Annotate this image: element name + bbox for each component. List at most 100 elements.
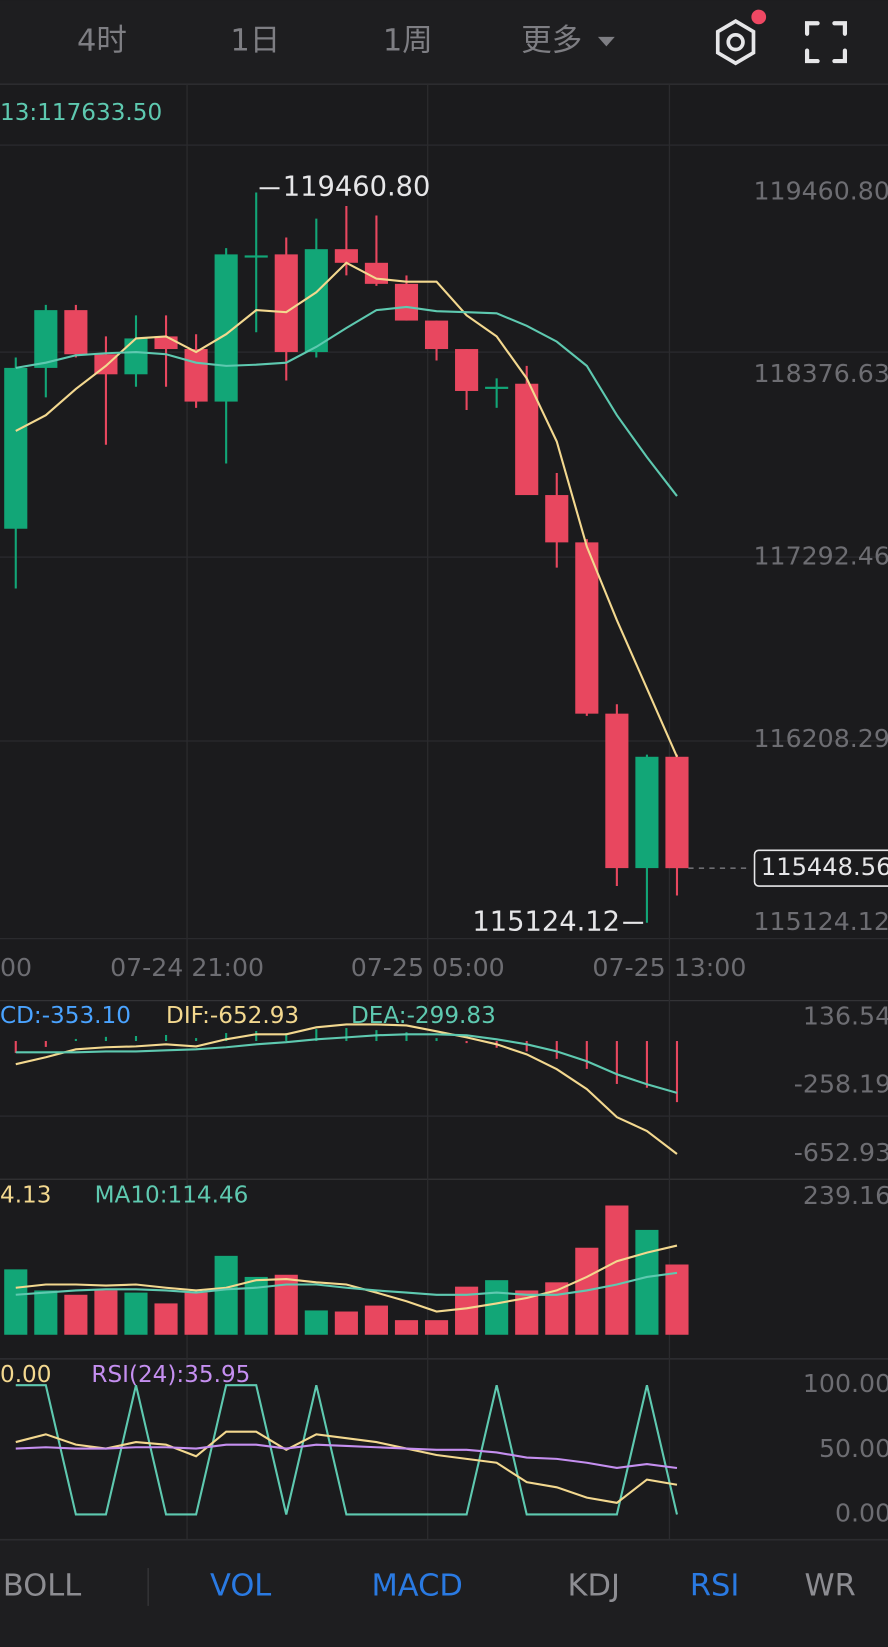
volume-bar xyxy=(274,1274,298,1335)
macd-bar xyxy=(315,1029,318,1042)
macd-label: DIF:-652.93 xyxy=(166,1003,299,1029)
high-marker-label: 119460.80 xyxy=(283,172,431,203)
rsi-line xyxy=(15,1430,678,1504)
rsi-tick-label: 0.00 xyxy=(835,1498,888,1527)
ma-line xyxy=(15,305,678,497)
rsi-line xyxy=(15,1443,678,1470)
tab-1d[interactable]: 1日 xyxy=(230,24,280,59)
macd-bar xyxy=(615,1041,618,1084)
ma-label: 13:117633.50 xyxy=(0,100,162,126)
candle-body xyxy=(64,310,88,355)
macd-tick-label: 136.54 xyxy=(803,1001,888,1030)
x-tick-label: 07-24 21:00 xyxy=(110,953,264,982)
macd-bar xyxy=(345,1028,348,1042)
indicator-tab[interactable]: BOLL xyxy=(3,1568,81,1603)
macd-bar xyxy=(134,1035,138,1042)
candle-body xyxy=(184,349,208,402)
dea-line xyxy=(15,1033,678,1094)
macd-bar xyxy=(645,1041,648,1088)
x-tick-label: 00 xyxy=(0,953,32,982)
settings-icon[interactable] xyxy=(715,19,756,66)
macd-label: CD:-353.10 xyxy=(0,1003,131,1029)
macd-bar xyxy=(555,1041,558,1059)
candle-body xyxy=(304,249,328,353)
volume-ma5-line xyxy=(15,1244,678,1313)
candle-body xyxy=(575,542,599,714)
volume-bar xyxy=(244,1276,268,1335)
candle-body xyxy=(244,255,268,258)
volume-bar xyxy=(424,1320,449,1335)
gear-outline[interactable] xyxy=(715,19,756,66)
last-price-label: 115448.56 xyxy=(761,853,888,881)
indicator-tab[interactable]: MACD xyxy=(372,1568,463,1603)
volume-tick-label: 239.16 xyxy=(803,1181,888,1210)
tab-4h[interactable]: 4时 xyxy=(77,24,127,59)
ma-line xyxy=(15,261,678,758)
candle-body xyxy=(154,336,178,350)
macd-bar xyxy=(675,1041,679,1103)
notification-dot xyxy=(751,9,767,25)
indicator-tab[interactable]: WR xyxy=(805,1568,856,1603)
fullscreen-icon[interactable] xyxy=(804,21,848,64)
dropdown-arrow[interactable] xyxy=(597,36,615,47)
volume-bar xyxy=(4,1269,28,1335)
candle-body xyxy=(485,386,509,389)
volume-bar xyxy=(184,1292,208,1335)
candle-body xyxy=(394,283,419,321)
candle-body xyxy=(334,249,358,263)
volume-label: MA10:114.46 xyxy=(95,1183,249,1209)
y-tick-label: 118376.63 xyxy=(753,359,888,388)
tab-1w[interactable]: 1周 xyxy=(383,24,433,59)
indicator-tab[interactable]: KDJ xyxy=(568,1568,620,1603)
macd-bar xyxy=(585,1041,588,1069)
volume-bar xyxy=(635,1229,659,1335)
macd-bar xyxy=(405,1032,408,1042)
fullscreen-corners[interactable] xyxy=(804,21,848,64)
macd-bar xyxy=(435,1038,438,1042)
macd-bar xyxy=(164,1034,168,1042)
macd-bar xyxy=(14,1041,17,1053)
indicator-tab[interactable]: RSI xyxy=(690,1568,739,1603)
y-tick-label: 117292.46 xyxy=(753,542,888,571)
candle-body xyxy=(424,320,449,350)
volume-bar xyxy=(154,1303,178,1335)
volume-bar xyxy=(214,1255,238,1335)
gear-center[interactable] xyxy=(726,32,745,52)
macd-bar xyxy=(195,1038,198,1042)
macd-bar xyxy=(44,1041,47,1047)
volume-bar xyxy=(94,1290,118,1335)
candle-body xyxy=(605,713,629,869)
volume-bar xyxy=(34,1290,58,1335)
volume-bar xyxy=(64,1294,88,1335)
y-tick-label: 119460.80 xyxy=(753,176,888,205)
macd-bar xyxy=(104,1036,107,1042)
macd-bar xyxy=(465,1041,468,1044)
macd-bar xyxy=(225,1033,228,1042)
tab-more[interactable]: 更多 xyxy=(521,24,582,59)
low-marker-label: 115124.12 xyxy=(472,906,620,937)
volume-bar xyxy=(394,1320,419,1335)
indicator-tab[interactable]: VOL xyxy=(210,1568,271,1603)
macd-tick-label: -258.19 xyxy=(794,1070,888,1099)
candle-body xyxy=(4,367,28,529)
macd-bar xyxy=(285,1033,288,1042)
rsi-line xyxy=(15,1384,679,1516)
candle-body xyxy=(124,338,148,375)
volume-bar xyxy=(605,1205,629,1335)
rsi-tick-label: 100.00 xyxy=(803,1369,888,1398)
volume-label: 4.13 xyxy=(0,1183,51,1209)
volume-bar xyxy=(334,1311,358,1335)
macd-bar xyxy=(255,1030,258,1042)
dif-line xyxy=(15,1023,678,1155)
candle-body xyxy=(665,756,689,869)
candle-body xyxy=(515,383,539,496)
volume-ma10-line xyxy=(15,1271,678,1296)
macd-bar xyxy=(74,1038,77,1042)
y-tick-label: 115124.12 xyxy=(753,907,888,936)
volume-bar xyxy=(455,1286,479,1335)
macd-bar xyxy=(525,1041,528,1052)
rsi-label: RSI(24):35.95 xyxy=(91,1362,250,1388)
rsi-tick-label: 50.00 xyxy=(819,1434,888,1463)
